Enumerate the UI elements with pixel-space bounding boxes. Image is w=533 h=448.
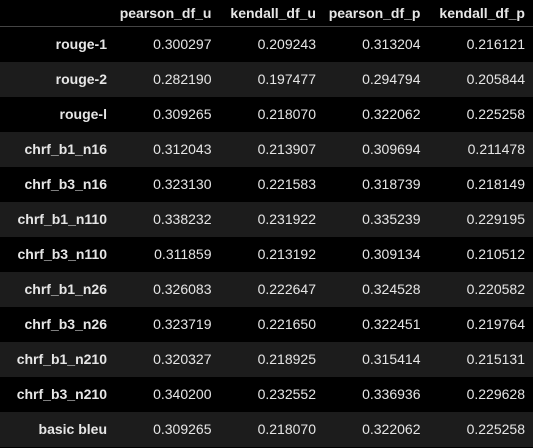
row-index-label: basic bleu (38, 421, 107, 437)
table-cell: 0.222647 (257, 281, 316, 297)
column-header-pearson-df-p: pearson_df_p (324, 0, 429, 27)
table-cell: 0.205844 (466, 71, 525, 87)
table-cell: 0.229195 (466, 211, 525, 227)
table-body: rouge-1 0.300297 0.209243 0.313204 0.216121 r… (0, 27, 533, 447)
table-row: basic bleu 0.309265 0.218070 0.322062 0.2252… (0, 412, 533, 447)
table-cell: 0.323719 (153, 316, 212, 332)
table-cell: 0.219764 (466, 316, 525, 332)
table-row: rouge-2 0.282190 0.197477 0.294794 0.205844 (0, 62, 533, 97)
table-cell: 0.340200 (153, 386, 212, 402)
table-cell: 0.312043 (153, 141, 212, 157)
column-header-kendall-df-p: kendall_df_p (428, 0, 533, 27)
table-cell: 0.211478 (467, 141, 525, 157)
table-row: chrf_b1_n16 0.312043 0.213907 0.309694 0.211… (0, 132, 533, 167)
table-cell: 0.326083 (153, 281, 212, 297)
row-index-label: chrf_b1_n16 (24, 141, 107, 157)
table-row: chrf_b1_n210 0.320327 0.218925 0.315414 0.21… (0, 342, 533, 377)
table-cell: 0.300297 (153, 36, 212, 52)
table-cell: 0.213192 (257, 246, 316, 262)
table-cell: 0.315414 (362, 351, 421, 367)
table-cell: 0.225258 (466, 106, 525, 122)
table-cell: 0.309694 (362, 141, 421, 157)
table-cell: 0.225258 (466, 421, 525, 437)
table-cell: 0.322062 (362, 106, 421, 122)
column-header-pearson-df-u: pearson_df_u (115, 0, 220, 27)
table-cell: 0.324528 (362, 281, 421, 297)
table-cell: 0.323130 (153, 176, 212, 192)
table-cell: 0.335239 (362, 211, 421, 227)
table-cell: 0.318739 (362, 176, 421, 192)
column-header-kendall-df-u: kendall_df_u (219, 0, 324, 27)
table-cell: 0.220582 (466, 281, 525, 297)
table-cell: 0.229628 (466, 386, 525, 402)
table-cell: 0.338232 (153, 211, 212, 227)
row-index-label: chrf_b1_n26 (24, 281, 107, 297)
table-row: chrf_b3_n210 0.340200 0.232552 0.336936 0.22… (0, 377, 533, 412)
table-cell: 0.232552 (257, 386, 316, 402)
table-cell: 0.218070 (257, 106, 316, 122)
header-row: pearson_df_u kendall_df_u pearson_df_p k… (0, 0, 533, 27)
table-row: chrf_b3_n16 0.323130 0.221583 0.318739 0.218… (0, 167, 533, 202)
table-cell: 0.210512 (466, 246, 525, 262)
table-cell: 0.322451 (362, 316, 421, 332)
table-cell: 0.215131 (466, 351, 525, 367)
row-index-label: chrf_b1_n110 (17, 211, 108, 227)
table-row: chrf_b1_n110 0.338232 0.231922 0.335239 0.22… (0, 202, 533, 237)
row-index-label: chrf_b1_n210 (16, 351, 107, 367)
table-cell: 0.216121 (466, 36, 525, 52)
table-cell: 0.218925 (257, 351, 316, 367)
table-cell: 0.311859 (154, 246, 212, 262)
table-row: chrf_b3_n110 0.311859 0.213192 0.309134 0.21… (0, 237, 533, 272)
table-cell: 0.221650 (257, 316, 316, 332)
table-cell: 0.309265 (153, 106, 212, 122)
table-cell: 0.221583 (257, 176, 316, 192)
table-cell: 0.309265 (153, 421, 212, 437)
table-cell: 0.213907 (257, 141, 316, 157)
table-cell: 0.282190 (153, 71, 212, 87)
table-cell: 0.294794 (362, 71, 421, 87)
table-cell: 0.218149 (466, 176, 525, 192)
table-cell: 0.313204 (362, 36, 421, 52)
row-index-label: chrf_b3_n110 (17, 246, 108, 262)
table-cell: 0.309134 (362, 246, 421, 262)
table-cell: 0.320327 (153, 351, 212, 367)
table-cell: 0.336936 (362, 386, 421, 402)
row-index-label: rouge-2 (55, 71, 107, 87)
row-index-label: chrf_b3_n16 (24, 176, 107, 192)
table-row: rouge-1 0.300297 0.209243 0.313204 0.216121 (0, 27, 533, 63)
table-row: chrf_b3_n26 0.323719 0.221650 0.322451 0.219… (0, 307, 533, 342)
row-index-label: chrf_b3_n210 (16, 386, 107, 402)
table-cell: 0.231922 (257, 211, 316, 227)
table-cell: 0.197477 (257, 71, 316, 87)
table-cell: 0.322062 (362, 421, 421, 437)
row-index-label: rouge-1 (55, 36, 107, 52)
table-cell: 0.209243 (257, 36, 316, 52)
table-header: pearson_df_u kendall_df_u pearson_df_p k… (0, 0, 533, 27)
index-header (0, 0, 115, 27)
table-row: rouge-l 0.309265 0.218070 0.322062 0.225258 (0, 97, 533, 132)
row-index-label: chrf_b3_n26 (24, 316, 107, 332)
row-index-label: rouge-l (59, 106, 107, 122)
table-cell: 0.218070 (257, 421, 316, 437)
table-row: chrf_b1_n26 0.326083 0.222647 0.324528 0.220… (0, 272, 533, 307)
